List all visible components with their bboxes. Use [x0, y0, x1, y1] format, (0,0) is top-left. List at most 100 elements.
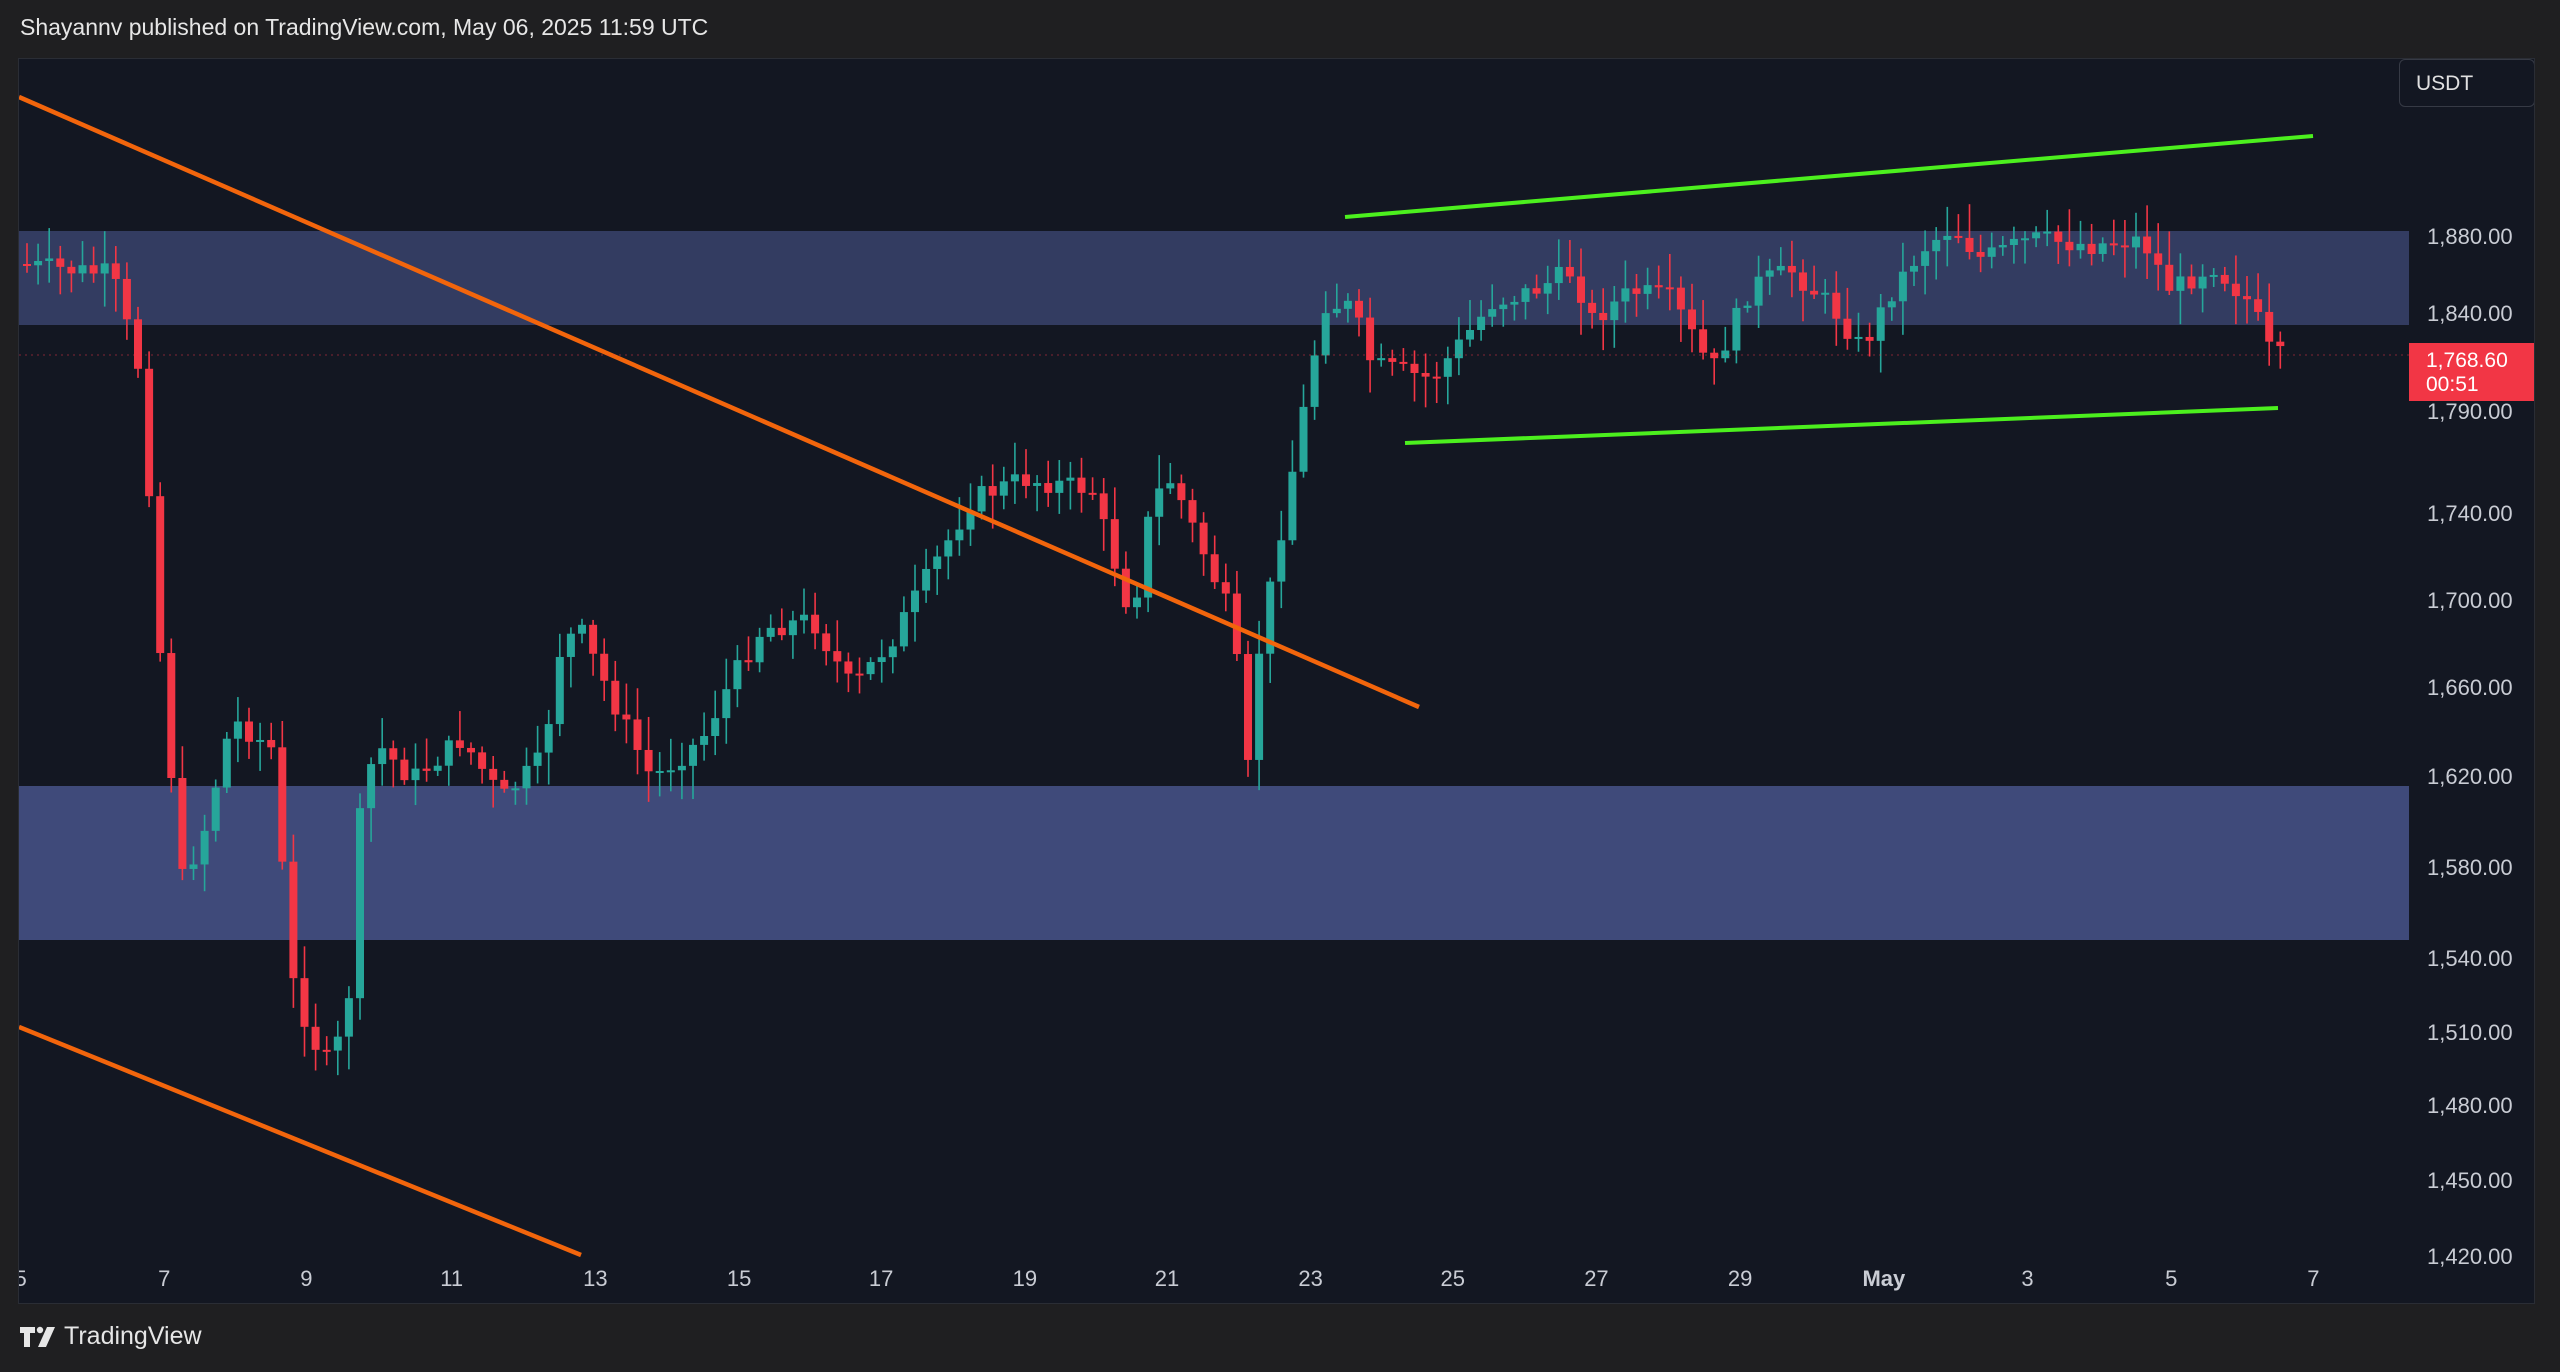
candle — [1499, 304, 1508, 310]
footer-bar: TradingView — [0, 1304, 2560, 1372]
candle — [267, 739, 276, 748]
candle — [1543, 283, 1552, 294]
candle — [1887, 301, 1896, 308]
tradingview-logo-icon — [20, 1326, 55, 1347]
candle — [23, 264, 31, 266]
candle — [1110, 519, 1119, 569]
candle — [578, 624, 586, 634]
candle — [2231, 283, 2240, 297]
demand-zone — [19, 786, 2409, 940]
chart-area[interactable]: 1,880.00 1,840.00 1,790.00 1,740.00 1,700.00… — [18, 58, 2535, 1304]
header-bar: Shayannv published on TradingView.com, M… — [0, 0, 2560, 58]
date-label: 25 — [1440, 1266, 1465, 1291]
candle — [156, 496, 165, 654]
date-label: 7 — [2307, 1266, 2320, 1291]
channel-lower-line[interactable] — [1404, 406, 2279, 445]
candle — [56, 258, 65, 267]
date-label: 23 — [1298, 1266, 1323, 1291]
candle — [222, 738, 231, 788]
candle — [211, 787, 220, 831]
candle — [1221, 582, 1230, 594]
candle — [333, 1036, 342, 1051]
candle — [600, 653, 609, 681]
candle — [777, 627, 786, 636]
candle — [700, 736, 709, 745]
candle — [356, 808, 364, 999]
candle — [233, 721, 242, 739]
candle — [1099, 493, 1108, 520]
candle — [544, 724, 553, 753]
candle — [689, 744, 697, 766]
candle — [1532, 288, 1541, 294]
candle — [1910, 265, 1918, 272]
candle — [145, 368, 154, 497]
candle — [966, 511, 975, 530]
candle — [888, 646, 897, 658]
candle — [999, 481, 1008, 496]
candle — [1199, 522, 1208, 555]
candle — [755, 636, 764, 663]
candle — [1932, 239, 1941, 252]
candle — [1388, 358, 1397, 362]
candle — [1665, 287, 1674, 290]
candle — [100, 263, 109, 274]
candle — [2265, 311, 2274, 342]
candle — [178, 778, 187, 869]
candle — [289, 861, 298, 979]
candle — [877, 657, 886, 663]
candle — [1998, 245, 2007, 248]
candle — [1022, 474, 1030, 486]
candle — [134, 319, 142, 369]
candle — [1466, 329, 1474, 340]
candle — [389, 748, 398, 760]
candle — [533, 752, 542, 766]
candle — [89, 265, 98, 274]
candle — [1288, 471, 1297, 541]
price-label: 1,450.00 — [2427, 1167, 2513, 1193]
publisher-attribution: Shayannv published on TradingView.com, M… — [20, 14, 709, 40]
candle — [2120, 245, 2129, 248]
channel-upper-line[interactable] — [1344, 134, 2314, 219]
candle — [433, 765, 442, 771]
candle — [278, 747, 287, 862]
candle — [2109, 243, 2118, 246]
candle — [78, 265, 87, 274]
candle — [1055, 480, 1064, 493]
descending-trendline[interactable] — [19, 94, 1420, 710]
candle — [1754, 276, 1763, 306]
candle — [1843, 318, 1852, 339]
candle — [1721, 350, 1730, 359]
candle — [1010, 474, 1019, 482]
candle — [34, 260, 43, 266]
currency-selector[interactable]: USDT — [2399, 59, 2534, 107]
lower-trendline[interactable] — [19, 1024, 582, 1258]
candle — [1865, 336, 1874, 341]
candle — [122, 278, 131, 320]
candle — [855, 673, 864, 676]
candle — [522, 765, 531, 789]
candle — [1066, 477, 1075, 481]
candle — [322, 1049, 331, 1052]
candle — [111, 263, 120, 279]
candle — [1943, 235, 1952, 240]
candle — [2009, 238, 2018, 246]
chart-canvas[interactable] — [19, 59, 2535, 1304]
candle — [378, 748, 387, 765]
price-label: 1,620.00 — [2427, 764, 2513, 790]
candle — [1599, 312, 1608, 321]
candle — [2187, 276, 2196, 289]
candle — [1954, 235, 1963, 238]
candle — [1144, 516, 1153, 598]
candle — [555, 656, 564, 725]
candle — [2154, 253, 2163, 265]
candle — [444, 740, 453, 766]
candle — [1166, 483, 1175, 489]
price-scale[interactable]: 1,880.00 1,840.00 1,790.00 1,740.00 1,700.00… — [2409, 59, 2534, 1303]
candle — [1577, 276, 1585, 303]
candle — [2054, 231, 2063, 242]
candle — [2243, 296, 2251, 300]
candle — [1210, 554, 1219, 583]
candle — [1255, 653, 1264, 760]
price-label: 1,480.00 — [2427, 1093, 2513, 1119]
candle — [500, 779, 509, 789]
